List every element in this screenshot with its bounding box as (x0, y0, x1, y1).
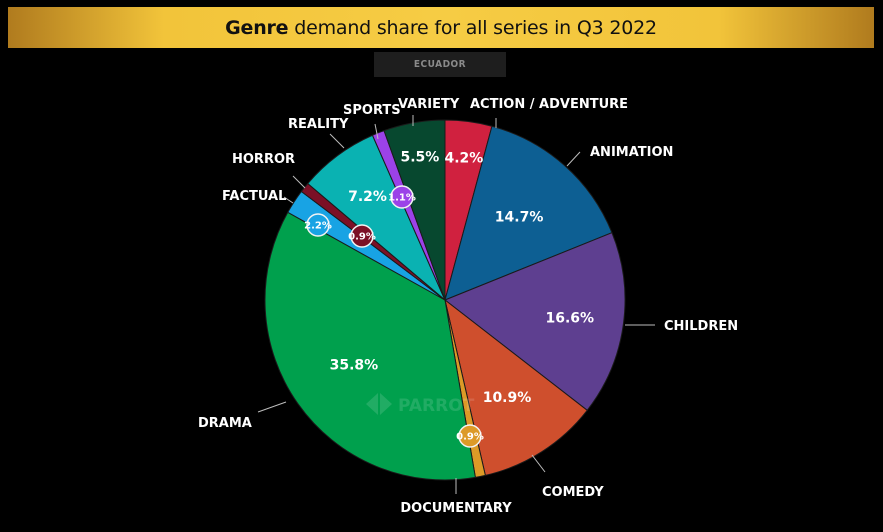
pie-slice-variety (383, 119, 446, 301)
leader-lines (257, 115, 655, 494)
watermark: PARROT (366, 393, 475, 416)
leader-line-animation (566, 151, 581, 167)
value-labels: 4.2% 14.7% 16.6% 10.9% 35.8% 7.2% 5.5% (330, 149, 594, 406)
value-label-children: 16.6% (546, 310, 595, 326)
value-badges: 0.9% 2.2% 0.9% 1.1% (304, 185, 484, 448)
category-label-horror: HORROR (232, 152, 295, 167)
category-label-action-adventure: ACTION / ADVENTURE (470, 97, 628, 112)
value-label-action-adventure: 4.2% (444, 150, 483, 166)
subtitle-box: ECUADOR (374, 52, 506, 77)
pie-slice-children (444, 232, 626, 412)
value-label-factual: 2.2% (304, 221, 332, 232)
category-label-documentary: DOCUMENTARY (400, 501, 512, 516)
title-bar: Genre demand share for all series in Q3 … (8, 7, 874, 48)
value-label-variety: 5.5% (400, 149, 439, 165)
chart-subtitle: ECUADOR (413, 59, 467, 70)
value-badge-factual (306, 213, 330, 237)
pie-slice-drama (264, 211, 476, 481)
value-label-animation: 14.7% (495, 210, 544, 226)
title-rest: demand share for all series in Q3 2022 (294, 16, 657, 39)
category-label-drama: DRAMA (198, 416, 252, 431)
value-badge-sports (390, 185, 414, 209)
leader-line-reality (329, 133, 345, 149)
value-badge-documentary (458, 424, 482, 448)
category-label-animation: ANIMATION (590, 145, 673, 160)
watermark-logo-icon (366, 393, 392, 415)
leader-line-factual (283, 196, 294, 204)
value-label-drama: 35.8% (330, 358, 379, 374)
pie-slice-animation (444, 125, 613, 301)
chart-title: Genre demand share for all series in Q3 … (225, 17, 657, 39)
watermark-text: PARROT (398, 396, 475, 416)
title-bold: Genre (225, 16, 289, 39)
leader-line-horror (292, 175, 306, 189)
category-label-sports: SPORTS (343, 103, 401, 118)
value-label-sports: 1.1% (388, 193, 416, 204)
value-label-horror: 0.9% (348, 232, 376, 243)
value-badge-horror (350, 224, 374, 248)
category-labels: ACTION / ADVENTURE ANIMATION CHILDREN COMED… (198, 97, 738, 516)
category-label-comedy: COMEDY (542, 485, 604, 500)
leader-line-comedy (531, 454, 546, 473)
leader-line-drama (257, 401, 287, 413)
category-label-reality: REALITY (288, 117, 349, 132)
category-label-variety: VARIETY (398, 97, 460, 112)
value-label-reality: 7.2% (348, 189, 387, 205)
pie-slices (264, 119, 626, 481)
value-label-documentary: 0.9% (456, 432, 484, 443)
category-label-children: CHILDREN (664, 319, 738, 334)
leader-line-sports (374, 123, 379, 140)
category-label-factual: FACTUAL (222, 189, 286, 204)
value-label-comedy: 10.9% (483, 390, 532, 406)
